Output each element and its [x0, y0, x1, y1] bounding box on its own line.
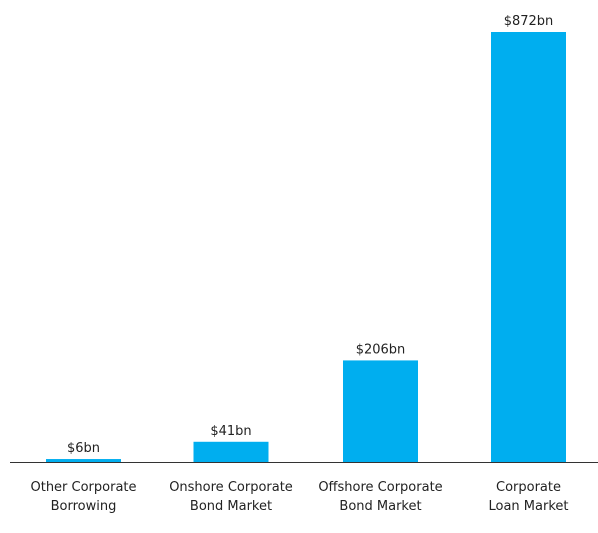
- category-label-2-line-0: Offshore Corporate: [318, 480, 442, 495]
- category-label-3: Corporate Loan Market: [489, 480, 569, 514]
- category-label-0-line-1: Borrowing: [51, 499, 117, 514]
- bars-group: [46, 32, 566, 462]
- category-labels-group: Other Corporate Borrowing Onshore Corporat…: [30, 480, 568, 514]
- category-label-0: Other Corporate Borrowing: [30, 480, 136, 514]
- category-label-2: Offshore Corporate Bond Market: [318, 480, 442, 514]
- category-label-2-line-1: Bond Market: [339, 499, 421, 514]
- category-label-1-line-0: Onshore Corporate: [169, 480, 293, 495]
- category-label-3-line-0: Corporate: [496, 480, 561, 495]
- bar-3: [491, 32, 566, 462]
- bar-1: [193, 441, 269, 462]
- bar-value-label-2: $206bn: [356, 342, 406, 357]
- bar-2: [343, 360, 418, 462]
- bar-value-label-3: $872bn: [504, 14, 554, 29]
- bar-value-label-1: $41bn: [210, 424, 251, 439]
- bar-0: [46, 459, 121, 462]
- category-label-0-line-0: Other Corporate: [30, 480, 136, 495]
- category-label-1-line-1: Bond Market: [190, 499, 272, 514]
- category-label-3-line-1: Loan Market: [489, 499, 569, 514]
- bar-value-label-0: $6bn: [67, 441, 100, 456]
- category-label-1: Onshore Corporate Bond Market: [169, 480, 293, 514]
- value-labels-group: $6bn $41bn $206bn $872bn: [67, 14, 553, 456]
